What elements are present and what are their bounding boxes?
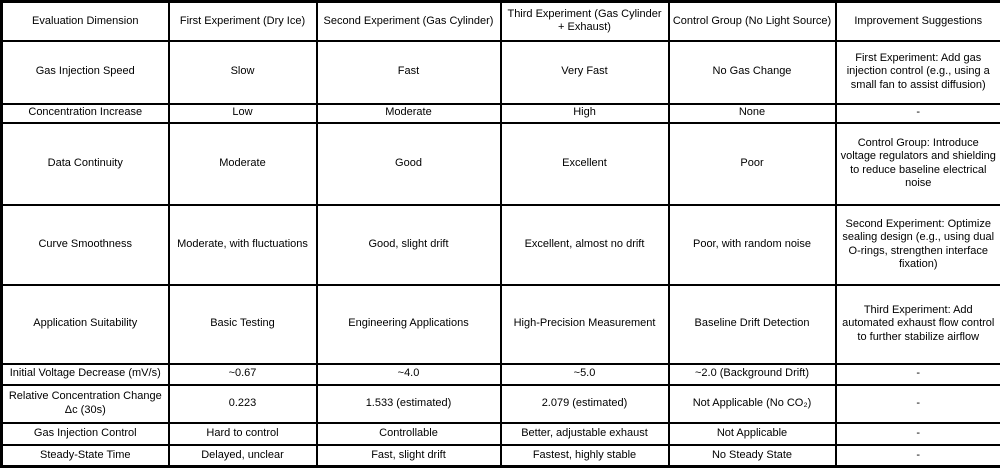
table-cell: Poor [669,123,836,205]
header-cell: Evaluation Dimension [2,2,169,41]
table-cell: High-Precision Measurement [501,285,669,364]
table-cell: 1.533 (estimated) [317,385,501,423]
row-label-cell: Initial Voltage Decrease (mV/s) [2,364,169,385]
table-cell: Excellent, almost no drift [501,205,669,285]
header-cell: Second Experiment (Gas Cylinder) [317,2,501,41]
row-label-cell: Concentration Increase [2,104,169,123]
table-cell: No Gas Change [669,41,836,104]
table-cell: Fastest, highly stable [501,445,669,467]
table-cell: Baseline Drift Detection [669,285,836,364]
row-label-cell: Relative Concentration Change Δc (30s) [2,385,169,423]
table-cell: Slow [169,41,317,104]
table-cell: Very Fast [501,41,669,104]
table-cell: - [836,364,1000,385]
table-cell: ~5.0 [501,364,669,385]
table-cell: Better, adjustable exhaust [501,423,669,445]
table-cell: Moderate, with fluctuations [169,205,317,285]
table-cell: - [836,385,1000,423]
table-cell: 0.223 [169,385,317,423]
header-cell: Improvement Suggestions [836,2,1000,41]
table-cell: Fast [317,41,501,104]
table-cell: ~4.0 [317,364,501,385]
table-cell: Hard to control [169,423,317,445]
header-cell: First Experiment (Dry Ice) [169,2,317,41]
table-cell: ~0.67 [169,364,317,385]
table-cell: Fast, slight drift [317,445,501,467]
table-cell: Control Group: Introduce voltage regulat… [836,123,1000,205]
table-cell: - [836,104,1000,123]
table-cell: No Steady State [669,445,836,467]
table-cell: Good [317,123,501,205]
table-cell: Moderate [169,123,317,205]
table-cell: Second Experiment: Optimize sealing desi… [836,205,1000,285]
table-cell: Poor, with random noise [669,205,836,285]
table-cell: Engineering Applications [317,285,501,364]
row-label-cell: Data Continuity [2,123,169,205]
table-row: Initial Voltage Decrease (mV/s)~0.67~4.0… [2,364,1000,385]
table-cell: None [669,104,836,123]
table-cell: Excellent [501,123,669,205]
row-label-cell: Gas Injection Control [2,423,169,445]
table-cell: Not Applicable (No CO₂) [669,385,836,423]
table-cell: Basic Testing [169,285,317,364]
table-cell: ~2.0 (Background Drift) [669,364,836,385]
header-cell: Control Group (No Light Source) [669,2,836,41]
table-cell: Low [169,104,317,123]
table-cell: High [501,104,669,123]
row-label-cell: Steady-State Time [2,445,169,467]
table-cell: Good, slight drift [317,205,501,285]
table-cell: - [836,445,1000,467]
row-label-cell: Application Suitability [2,285,169,364]
table-cell: First Experiment: Add gas injection cont… [836,41,1000,104]
table-cell: - [836,423,1000,445]
table-cell: Controllable [317,423,501,445]
table-row: Relative Concentration Change Δc (30s)0.… [2,385,1000,423]
row-label-cell: Curve Smoothness [2,205,169,285]
table-cell: Third Experiment: Add automated exhaust … [836,285,1000,364]
header-cell: Third Experiment (Gas Cylinder + Exhaust… [501,2,669,41]
table-cell: Moderate [317,104,501,123]
table-cell: Not Applicable [669,423,836,445]
table-cell: 2.079 (estimated) [501,385,669,423]
table-cell: Delayed, unclear [169,445,317,467]
row-label-cell: Gas Injection Speed [2,41,169,104]
